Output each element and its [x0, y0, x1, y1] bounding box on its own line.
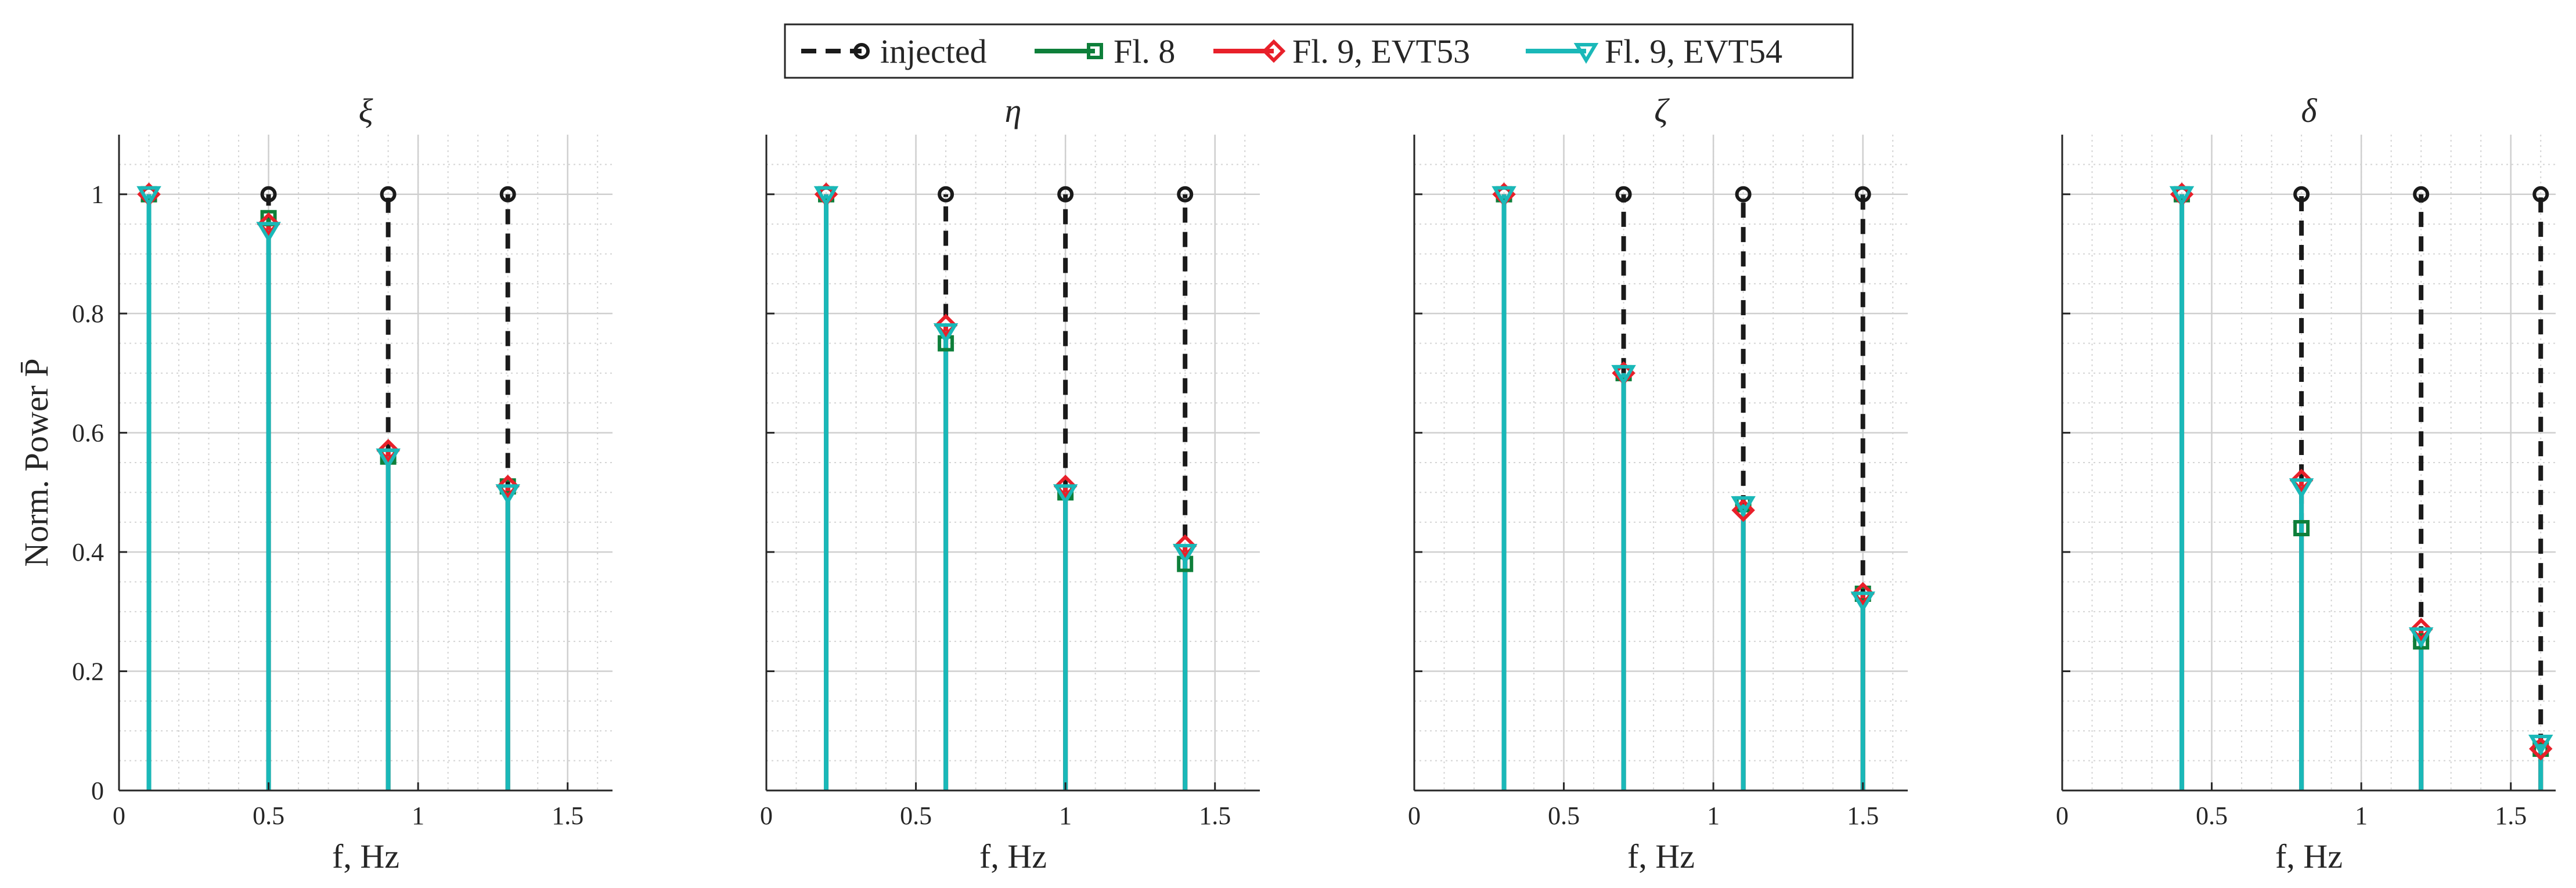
marker-fl-9-evt54 — [1850, 591, 1875, 613]
y-tick-label: 0.8 — [72, 299, 104, 328]
legend-marker — [1573, 43, 1599, 64]
marker-fl-9-evt53 — [1053, 474, 1078, 499]
legend-label: Fl. 9, EVT54 — [1605, 33, 1782, 70]
panel-1: 0 0.5 1 1.5 0 0.2 0.4 0.6 0.8 1 ξ f, Hz — [72, 92, 613, 875]
marker-fl-9-evt53 — [1731, 498, 1755, 522]
marker-fl-9-evt53 — [2289, 468, 2314, 493]
marker-fl-9-evt54 — [136, 186, 161, 207]
legend-box — [784, 23, 1854, 79]
panel-title: η — [1005, 92, 1022, 129]
marker-fl-9-evt53 — [2528, 737, 2553, 761]
marker-fl-9-evt54 — [1731, 496, 1756, 517]
minor-grid — [119, 135, 613, 790]
x-tick-label: 0 — [113, 802, 125, 830]
marker-fl-9-evt53 — [1173, 534, 1197, 558]
y-axis-label: Norm. Power P̄ — [17, 358, 55, 566]
legend-entry: injected — [801, 33, 987, 70]
minor-grid — [2062, 135, 2556, 790]
x-tick-label: 0 — [1408, 802, 1421, 830]
x-axis-label: f, Hz — [979, 838, 1047, 875]
x-tick-label: 0 — [2056, 802, 2069, 830]
x-tick-label: 0.5 — [900, 802, 932, 830]
x-tick-label: 0 — [760, 802, 773, 830]
panel-3: 0 0.5 1 1.5 ζ f, Hz — [1408, 92, 1908, 875]
marker-fl-9-evt54 — [1491, 186, 1516, 207]
x-tick-label: 1.5 — [552, 802, 583, 830]
x-tick-label: 1 — [1059, 802, 1072, 830]
legend-marker — [1087, 43, 1103, 59]
y-tick-label: 0.4 — [72, 538, 104, 566]
marker-fl-9-evt53 — [496, 474, 520, 499]
legend-marker — [853, 43, 870, 59]
marker-fl-9-evt54 — [933, 323, 959, 344]
minor-grid — [1414, 135, 1908, 790]
y-tick-label: 1 — [91, 181, 104, 209]
x-axis-label: f, Hz — [2275, 838, 2343, 875]
marker-injected — [380, 186, 397, 203]
legend-entry: Fl. 9, EVT53 — [1213, 33, 1470, 70]
marker-injected — [1854, 186, 1871, 203]
marker-injected — [1177, 186, 1194, 203]
panel-title: δ — [2301, 92, 2318, 129]
y-tick-label: 0 — [91, 777, 104, 805]
marker-injected — [938, 186, 954, 203]
x-tick-label: 1 — [2355, 802, 2368, 830]
legend-entry: Fl. 9, EVT54 — [1526, 33, 1782, 70]
x-tick-label: 0.5 — [253, 802, 284, 830]
x-axis-label: f, Hz — [332, 838, 399, 875]
marker-fl-9-evt54 — [813, 186, 839, 207]
legend-entry: Fl. 8 — [1035, 33, 1175, 70]
marker-fl-9-evt54 — [2408, 627, 2434, 648]
x-axis-label: f, Hz — [1627, 838, 1695, 875]
marker-injected — [2293, 186, 2310, 203]
panel-title: ξ — [359, 92, 373, 129]
panel-4: 0 0.5 1 1.5 δ f, Hz — [2056, 92, 2556, 875]
marker-fl-9-evt54 — [2528, 734, 2553, 756]
marker-fl-9-evt53 — [1851, 582, 1875, 606]
marker-fl-9-evt54 — [495, 484, 520, 506]
x-tick-label: 1.5 — [1847, 802, 1879, 830]
x-tick-label: 1 — [412, 802, 424, 830]
x-tick-label: 1.5 — [2495, 802, 2527, 830]
marker-injected — [2413, 186, 2430, 203]
marker-injected — [260, 186, 277, 203]
x-tick-label: 0.5 — [2196, 802, 2228, 830]
marker-fl-9-evt54 — [376, 448, 401, 470]
marker-fl-9-evt54 — [1611, 364, 1636, 386]
marker-fl-9-evt53 — [257, 212, 280, 236]
legend-marker — [1262, 39, 1286, 63]
legend-label: Fl. 9, EVT53 — [1292, 33, 1470, 70]
panel-title: ζ — [1654, 92, 1670, 129]
marker-fl-9-evt54 — [2169, 186, 2195, 207]
marker-fl-9-evt54 — [2289, 478, 2314, 499]
x-tick-label: 0.5 — [1548, 802, 1580, 830]
marker-fl-9-evt53 — [2409, 618, 2433, 641]
marker-fl-9-evt53 — [376, 439, 400, 463]
panel-2: 0 0.5 1 1.5 η f, Hz — [760, 92, 1260, 875]
marker-injected — [1057, 186, 1074, 203]
marker-injected — [1615, 186, 1632, 203]
marker-injected — [2532, 186, 2549, 203]
y-tick-label: 0.6 — [72, 419, 104, 447]
legend: injected Fl. 8 Fl. 9, EVT53 Fl. 9, EVT54 — [784, 23, 1854, 79]
marker-fl-9-evt54 — [1172, 544, 1198, 565]
x-tick-label: 1.5 — [1199, 802, 1231, 830]
y-tick-label: 0.2 — [72, 658, 104, 686]
marker-fl-9-evt54 — [256, 222, 281, 243]
legend-label: injected — [880, 33, 987, 70]
legend-label: Fl. 8 — [1114, 33, 1175, 70]
marker-fl-8 — [2293, 520, 2310, 536]
marker-injected — [499, 186, 516, 203]
marker-fl-9-evt54 — [1053, 484, 1078, 506]
marker-fl-9-evt53 — [934, 313, 958, 337]
marker-injected — [1735, 186, 1752, 203]
x-tick-label: 1 — [1707, 802, 1720, 830]
